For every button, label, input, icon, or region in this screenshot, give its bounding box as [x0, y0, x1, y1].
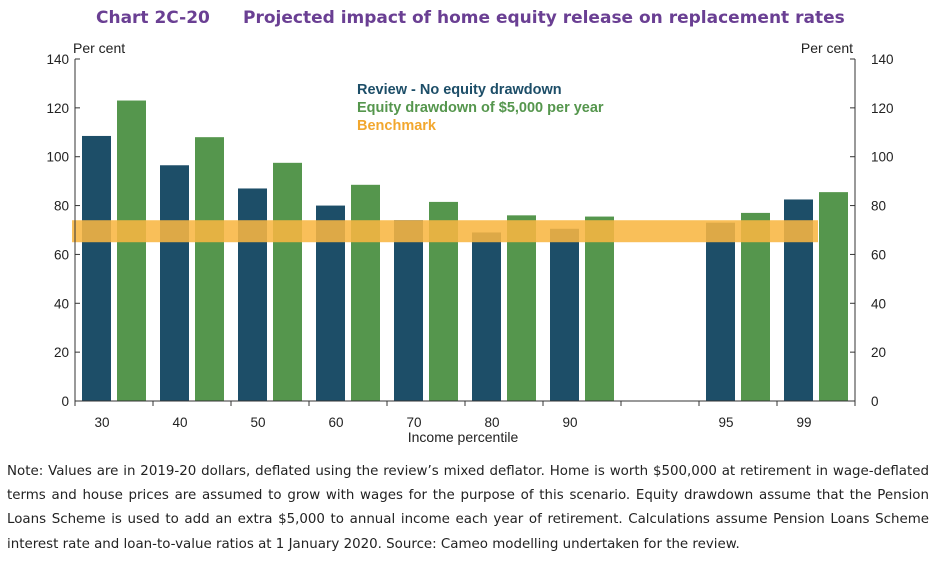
x-axis-title: Income percentile	[408, 429, 519, 445]
x-tick-label: 80	[484, 415, 499, 430]
x-tick-label: 40	[172, 415, 187, 430]
bar-review	[706, 222, 735, 401]
y-tick-label-left: 0	[61, 394, 69, 409]
y-axis-title-left: Per cent	[73, 40, 125, 56]
bar-drawdown	[741, 212, 770, 401]
chart-title-row: Chart 2C-20 Projected impact of home equ…	[0, 8, 935, 36]
chart-title: Projected impact of home equity release …	[243, 8, 845, 28]
bar-drawdown	[585, 216, 614, 401]
y-tick-label-right: 120	[871, 101, 894, 116]
x-tick-label: 99	[796, 415, 811, 430]
y-tick-label-left: 80	[54, 199, 69, 214]
chart-note: Note: Values are in 2019-20 dollars, def…	[7, 464, 929, 552]
y-tick-label-right: 100	[871, 150, 894, 165]
y-tick-label-left: 40	[54, 296, 69, 311]
x-tick-label: 90	[562, 415, 577, 430]
bar-drawdown	[351, 184, 380, 401]
x-tick-label: 70	[406, 415, 421, 430]
legend-drawdown: Equity drawdown of $5,000 per year	[357, 100, 604, 116]
bar-drawdown	[819, 192, 848, 401]
y-tick-label-left: 20	[54, 345, 69, 360]
y-tick-label-right: 60	[871, 247, 886, 262]
bar-drawdown	[117, 100, 146, 402]
bar-review	[472, 232, 501, 401]
chart-number: Chart 2C-20	[96, 8, 210, 28]
benchmark-band	[72, 220, 818, 243]
x-tick-label: 95	[718, 415, 733, 430]
y-tick-label-left: 140	[46, 52, 69, 67]
y-tick-label-left: 60	[54, 247, 69, 262]
bar-chart: 30 40 50 60 70 80 90 95 99 0 0 20 20 40 40 60 60 80 80 100 1…	[46, 40, 894, 445]
y-tick-label-right: 140	[871, 52, 894, 67]
y-tick-label-right: 20	[871, 345, 886, 360]
bar-drawdown	[273, 162, 302, 401]
x-tick-label: 30	[94, 415, 109, 430]
y-tick-label-right: 40	[871, 296, 886, 311]
bar-drawdown	[195, 137, 224, 401]
bar-review	[82, 135, 111, 401]
legend-review: Review - No equity drawdown	[357, 82, 562, 98]
y-tick-label-left: 120	[46, 101, 69, 116]
y-tick-label-right: 80	[871, 199, 886, 214]
y-axis-title-right: Per cent	[801, 40, 853, 56]
legend-benchmark: Benchmark	[357, 118, 437, 134]
y-tick-label-right: 0	[871, 394, 879, 409]
y-tick-label-left: 100	[46, 150, 69, 165]
bar-review	[160, 165, 189, 401]
x-tick-label: 60	[328, 415, 343, 430]
bar-review	[394, 220, 423, 401]
bar-drawdown	[507, 215, 536, 401]
bar-review	[550, 228, 579, 401]
x-tick-label: 50	[250, 415, 265, 430]
